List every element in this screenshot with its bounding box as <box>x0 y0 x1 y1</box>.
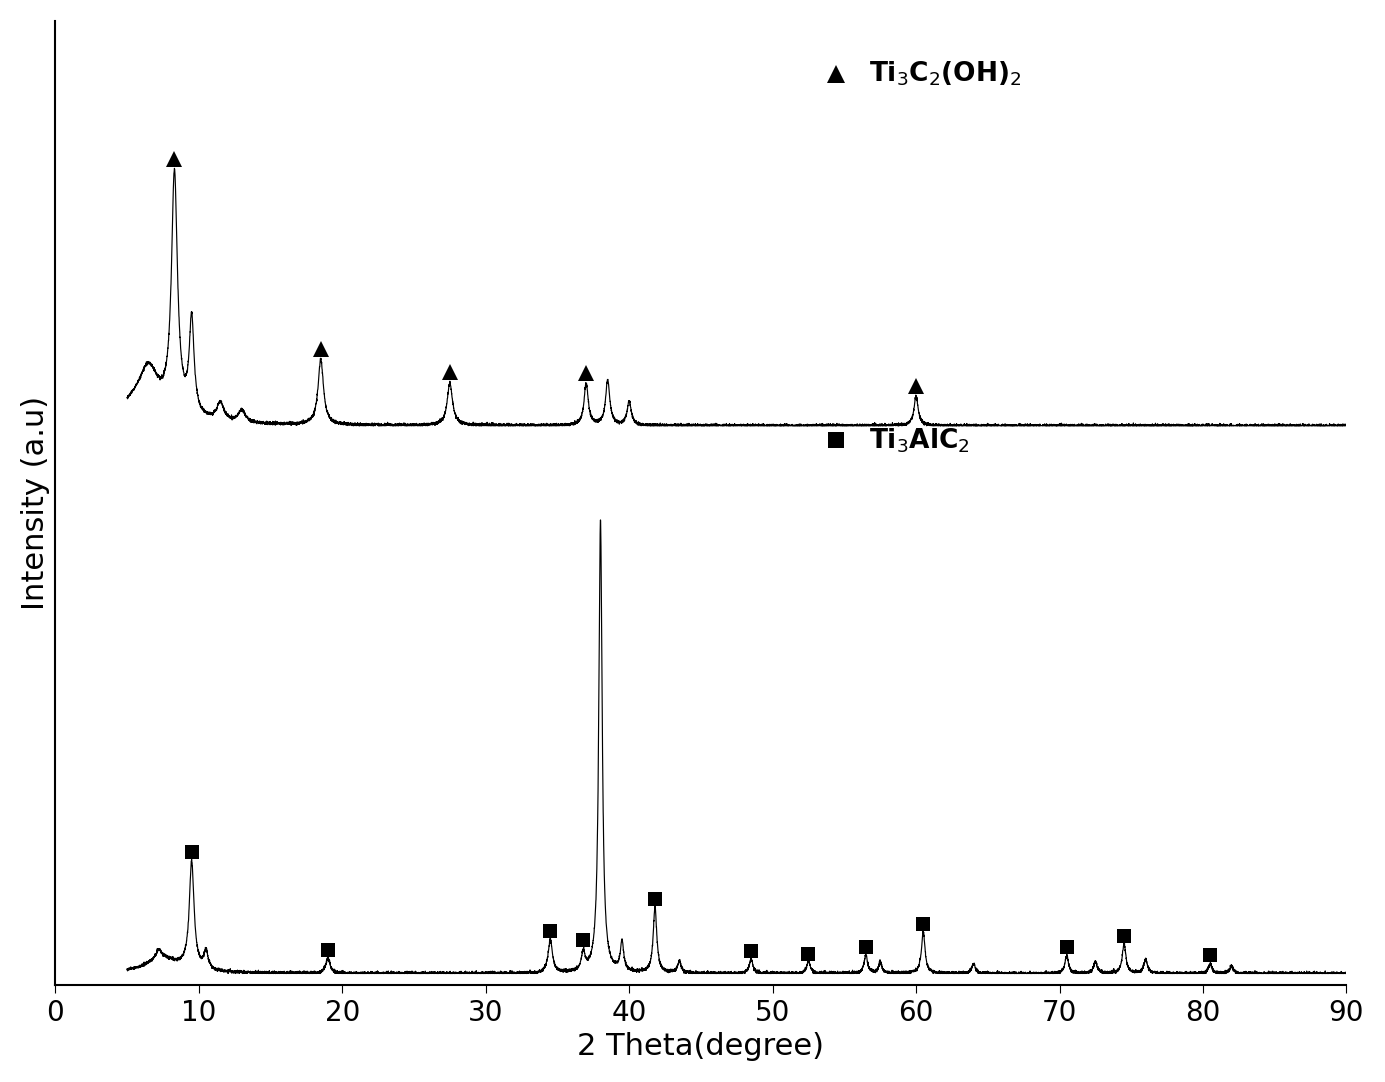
Text: Ti$_3$AlC$_2$: Ti$_3$AlC$_2$ <box>868 426 969 454</box>
X-axis label: 2 Theta(degree): 2 Theta(degree) <box>578 1032 824 1061</box>
Y-axis label: Intensity (a.u): Intensity (a.u) <box>21 396 50 610</box>
Text: Ti$_3$C$_2$(OH)$_2$: Ti$_3$C$_2$(OH)$_2$ <box>868 60 1022 88</box>
